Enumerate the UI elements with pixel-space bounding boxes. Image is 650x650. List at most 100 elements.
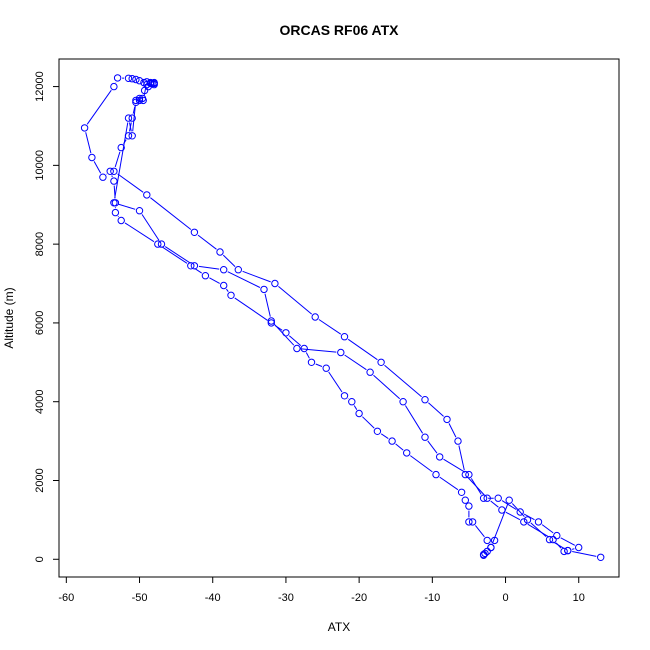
series-3 (110, 78, 583, 555)
data-point (110, 167, 118, 176)
data-point (340, 392, 349, 400)
data-point (483, 536, 491, 545)
x-tick-label: -30 (278, 592, 294, 604)
data-point (575, 543, 583, 552)
y-axis-label: Altitude (m) (2, 287, 16, 348)
series-1 (80, 74, 499, 559)
data-point (505, 496, 513, 504)
data-point (111, 208, 120, 217)
data-point (117, 143, 125, 152)
data-point (139, 96, 147, 105)
data-point (124, 74, 133, 83)
data-point (300, 344, 308, 353)
data-point (307, 358, 316, 366)
data-point (454, 437, 462, 445)
y-tick-label: 6000 (34, 311, 46, 335)
data-point (432, 470, 440, 479)
data-point (479, 494, 488, 502)
data-point (311, 313, 319, 321)
y-tick-label: 8000 (34, 232, 46, 256)
data-point (366, 368, 374, 376)
data-point (260, 285, 268, 294)
data-point (154, 240, 162, 248)
data-point (523, 516, 532, 524)
x-axis: -60 -50 -40 -30 -20 -10 0 10 (58, 576, 585, 604)
data-point (267, 319, 275, 327)
data-point (468, 518, 477, 526)
data-point (227, 291, 235, 299)
x-axis-label: ATX (328, 620, 350, 634)
data-point (461, 470, 469, 479)
data-point (465, 518, 473, 526)
data-point (534, 518, 543, 526)
data-point (373, 427, 382, 435)
data-point (234, 266, 243, 274)
data-point (201, 272, 210, 280)
data-point (110, 199, 118, 207)
data-point (157, 240, 166, 248)
chart-title: ORCAS RF06 ATX (279, 22, 399, 38)
data-point (144, 82, 153, 91)
data-point (128, 114, 136, 122)
y-tick-label: 0 (34, 556, 46, 562)
data-point (421, 433, 429, 441)
data-point (403, 449, 411, 457)
data-point (135, 77, 144, 85)
x-tick-label: 10 (573, 592, 585, 604)
data-point (494, 494, 502, 502)
data-point (377, 358, 385, 366)
data-point (128, 75, 136, 83)
data-point (135, 94, 144, 103)
data-point (150, 79, 158, 88)
x-tick-label: -60 (58, 592, 74, 604)
data-point (216, 248, 224, 256)
series-line (114, 106, 597, 557)
data-point (479, 551, 488, 559)
series-line (114, 86, 576, 550)
x-tick-label: -20 (351, 592, 367, 604)
data-point (110, 177, 118, 185)
data-point (146, 78, 155, 87)
data-point (132, 96, 140, 105)
x-tick-label: -50 (132, 592, 148, 604)
data-point (436, 453, 444, 461)
data-point (110, 82, 118, 91)
data-point (80, 124, 89, 132)
data-point (421, 396, 429, 404)
data-point (187, 262, 195, 270)
data-point (282, 329, 290, 337)
x-tick-label: -10 (424, 592, 440, 604)
series-line (85, 77, 485, 538)
y-tick-label: 2000 (34, 468, 46, 492)
y-axis: 0 2000 4000 6000 8000 10000 12000 (34, 71, 60, 562)
data-point (190, 262, 199, 270)
data-point (549, 535, 557, 544)
x-tick-label: -40 (205, 592, 221, 604)
data-point (124, 114, 133, 122)
x-tick-label: 0 (502, 592, 508, 604)
data-point (553, 531, 561, 540)
series-2 (110, 79, 605, 561)
data-point (143, 78, 151, 86)
data-point (99, 173, 107, 181)
data-point (348, 398, 356, 406)
plot-frame (58, 58, 620, 578)
data-point (128, 132, 136, 140)
data-point (106, 167, 114, 176)
data-point (340, 333, 349, 341)
data-point (597, 553, 605, 561)
data-point (135, 207, 144, 215)
data-point (443, 415, 451, 424)
data-point (388, 437, 396, 445)
data-point (465, 502, 473, 510)
data-point (457, 488, 466, 496)
data-point (111, 199, 120, 207)
data-point (143, 191, 151, 199)
y-tick-label: 10000 (34, 150, 46, 181)
data-point (337, 348, 345, 357)
data-point (220, 266, 228, 274)
y-tick-label: 12000 (34, 71, 46, 102)
data-point (267, 317, 275, 325)
data-point (560, 547, 568, 556)
